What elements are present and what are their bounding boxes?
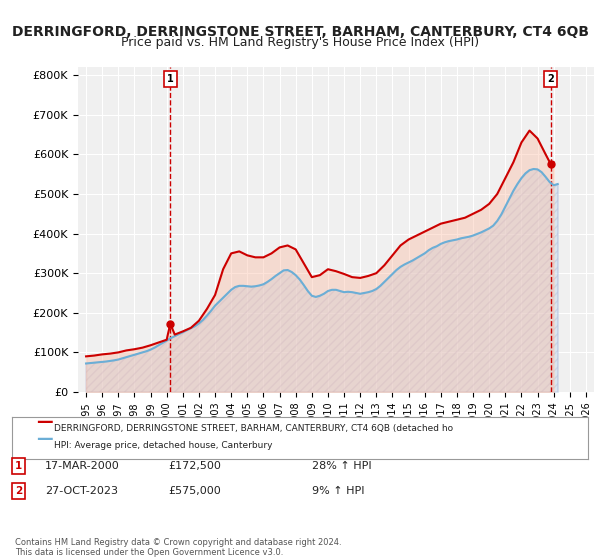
Text: 17-MAR-2000: 17-MAR-2000 bbox=[45, 461, 120, 472]
Text: DERRINGFORD, DERRINGSTONE STREET, BARHAM, CANTERBURY, CT4 6QB (detached ho: DERRINGFORD, DERRINGSTONE STREET, BARHAM… bbox=[54, 424, 453, 433]
Text: 9% ↑ HPI: 9% ↑ HPI bbox=[312, 486, 365, 496]
Text: £172,500: £172,500 bbox=[168, 461, 221, 472]
Text: DERRINGFORD, DERRINGSTONE STREET, BARHAM, CANTERBURY, CT4 6QB: DERRINGFORD, DERRINGSTONE STREET, BARHAM… bbox=[11, 25, 589, 39]
Text: 2: 2 bbox=[547, 74, 554, 84]
Text: —: — bbox=[36, 413, 53, 431]
Text: HPI: Average price, detached house, Canterbury: HPI: Average price, detached house, Cant… bbox=[54, 441, 272, 450]
Text: 2: 2 bbox=[15, 486, 22, 496]
Text: 28% ↑ HPI: 28% ↑ HPI bbox=[312, 461, 371, 472]
Text: —: — bbox=[36, 430, 53, 448]
Text: 1: 1 bbox=[167, 74, 173, 84]
Text: £575,000: £575,000 bbox=[168, 486, 221, 496]
Text: Contains HM Land Registry data © Crown copyright and database right 2024.
This d: Contains HM Land Registry data © Crown c… bbox=[15, 538, 341, 557]
Text: 27-OCT-2023: 27-OCT-2023 bbox=[45, 486, 118, 496]
Text: Price paid vs. HM Land Registry's House Price Index (HPI): Price paid vs. HM Land Registry's House … bbox=[121, 36, 479, 49]
Text: 1: 1 bbox=[15, 461, 22, 472]
